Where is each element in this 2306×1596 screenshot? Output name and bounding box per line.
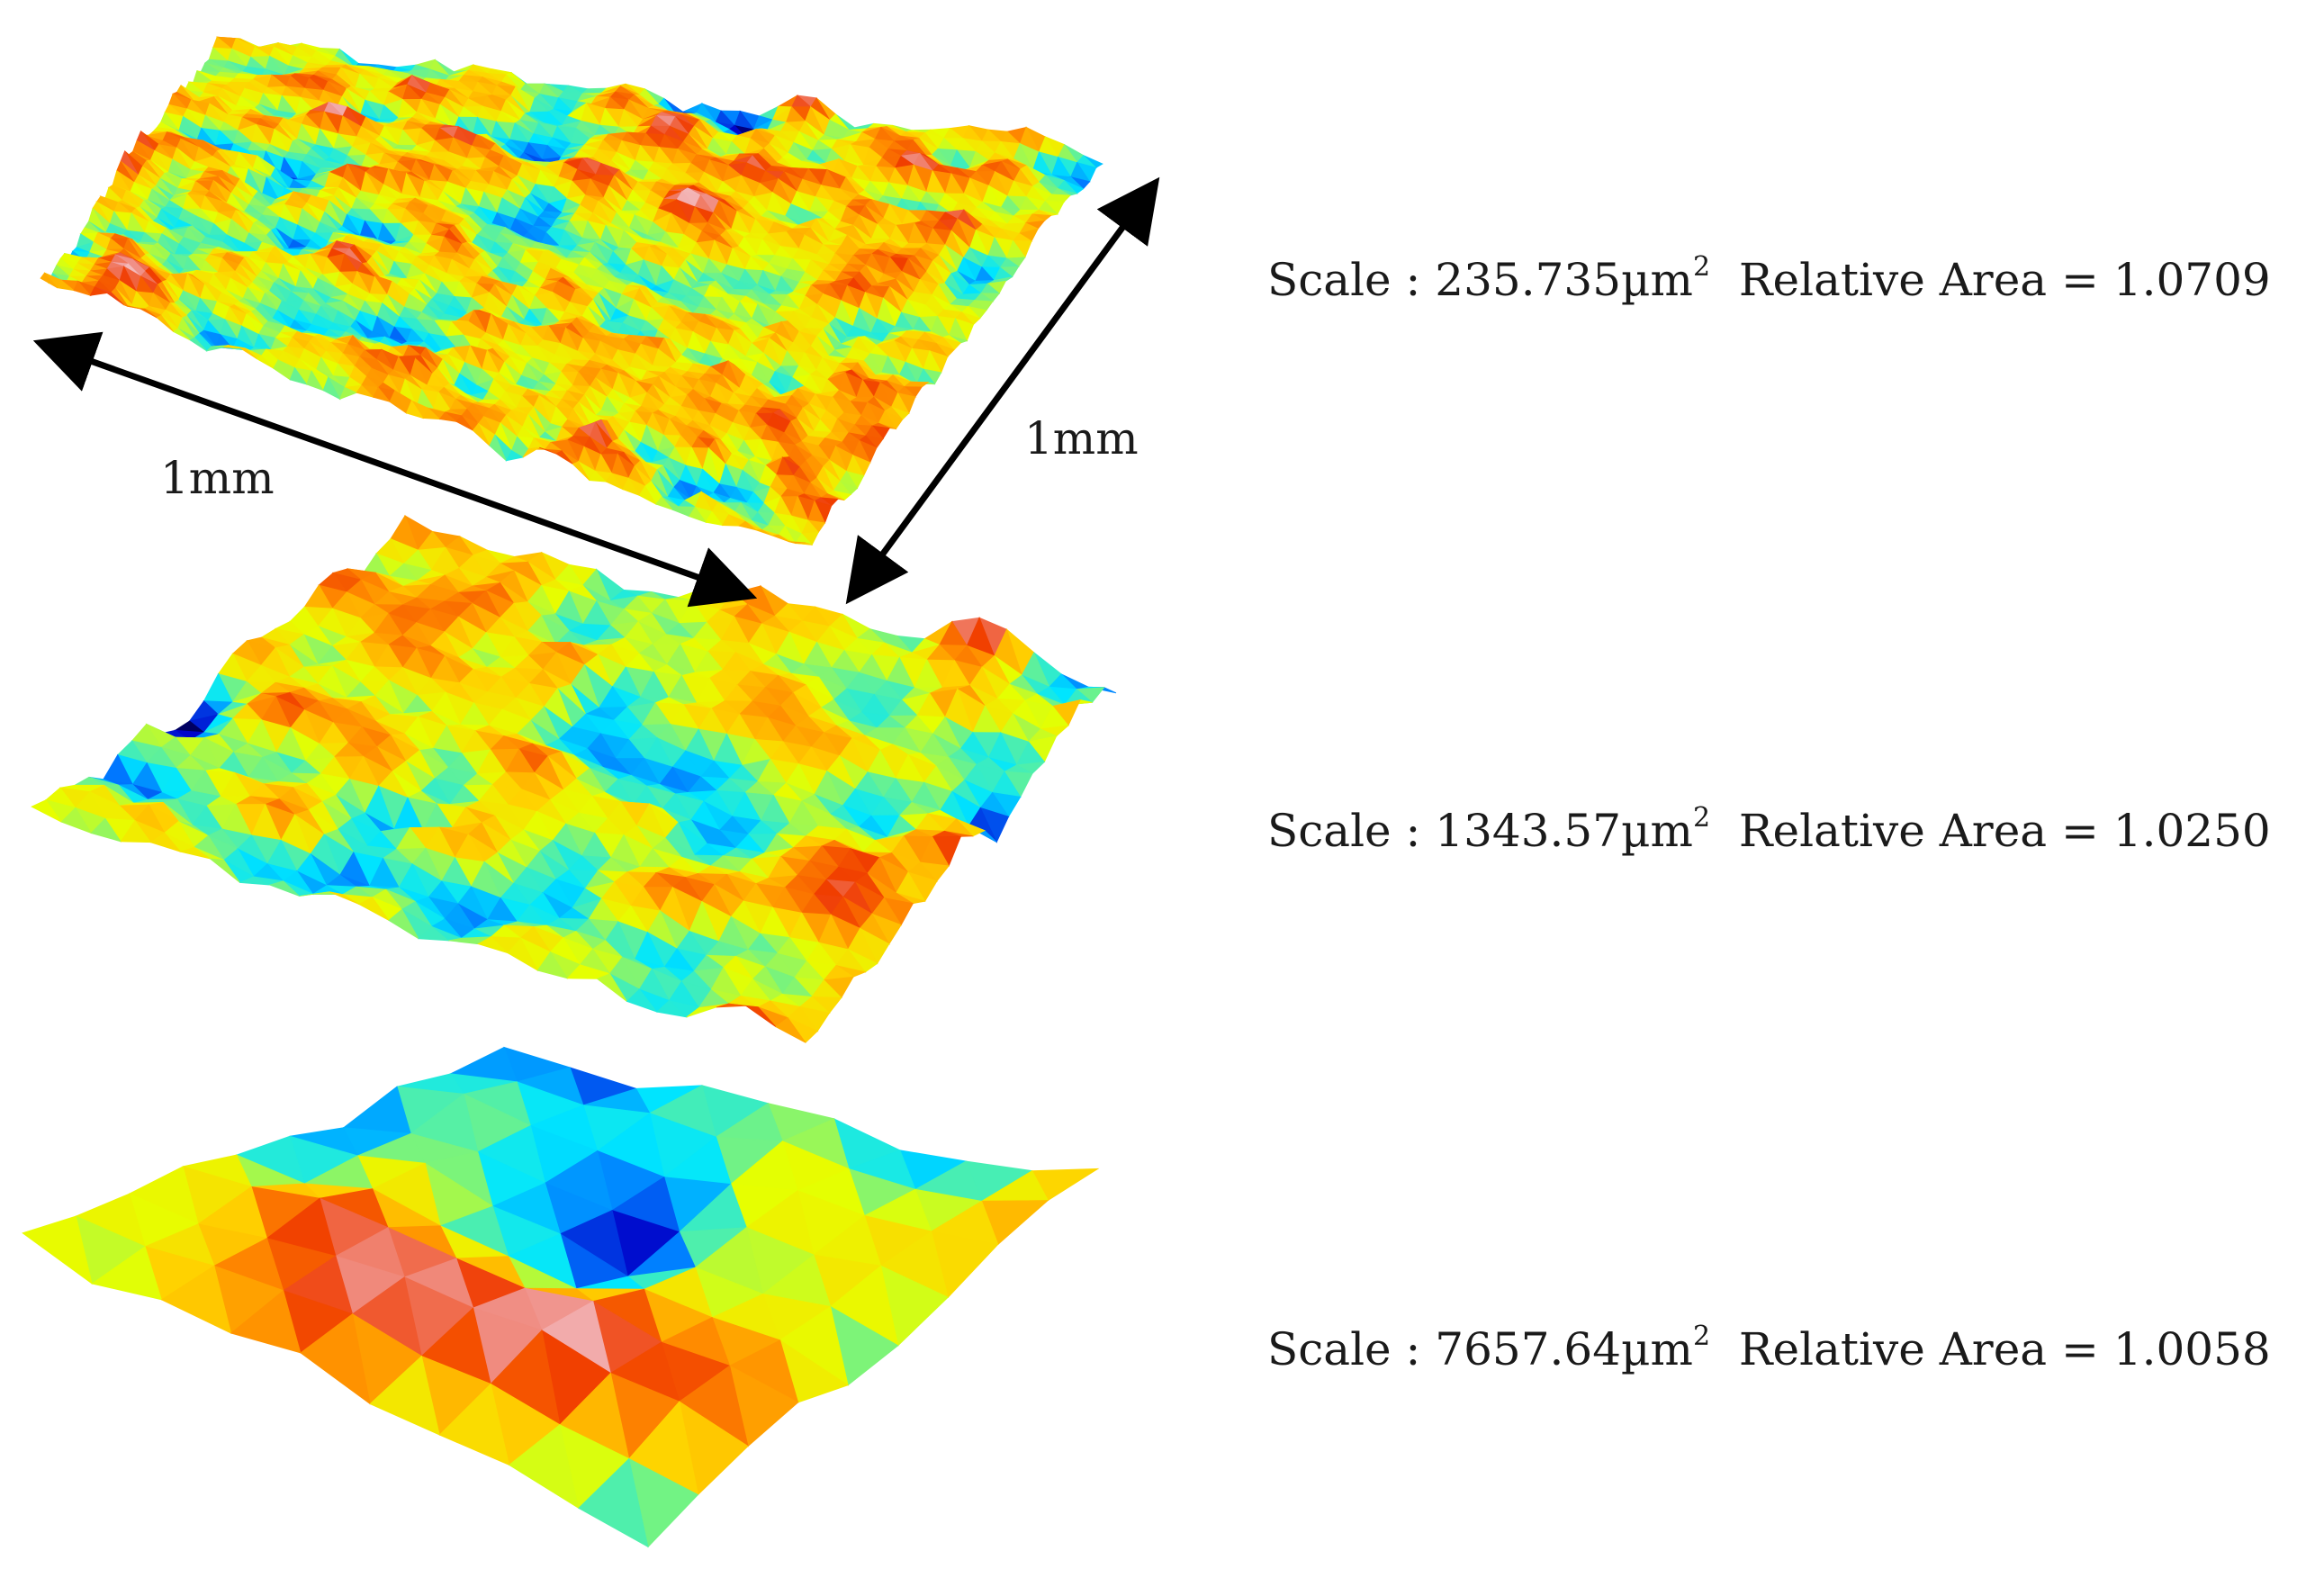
surface-medium-scale <box>31 514 1117 1043</box>
